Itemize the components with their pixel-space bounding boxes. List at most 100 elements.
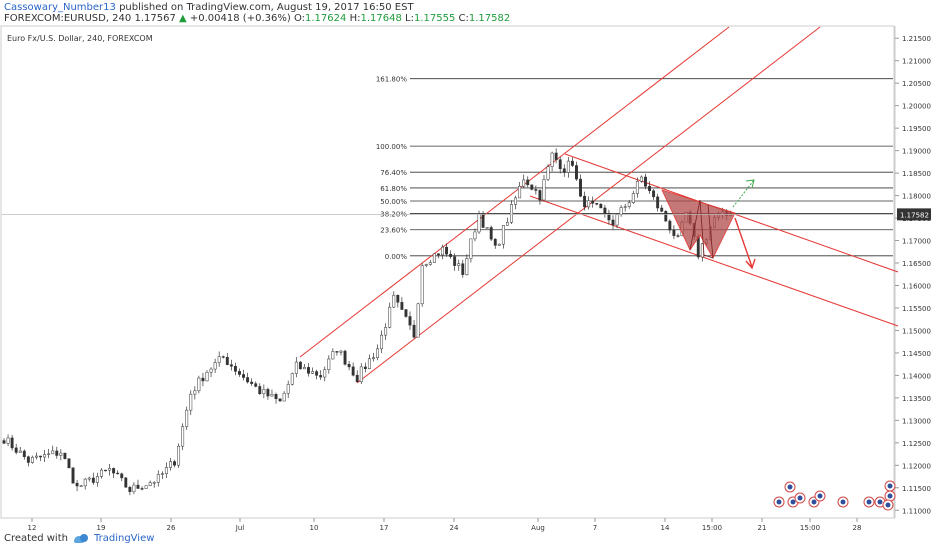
candle-body (262, 389, 266, 395)
price-tick-label: 1.20000 (902, 103, 931, 111)
event-flag-dot-icon (877, 499, 883, 505)
bullish-arrow-line[interactable] (732, 179, 755, 208)
falling-channel-lower[interactable] (529, 195, 899, 327)
candle-body (603, 207, 607, 214)
price-axis[interactable]: 1.21500 1.21000 1.20500 1.20000 1.19500 1.190… (2, 35, 931, 515)
candle-body (644, 176, 647, 187)
publish-text: published on TradingView.com, August 19,… (119, 2, 414, 13)
candle-body (307, 367, 310, 374)
candle-body (546, 166, 550, 180)
candle-body (30, 456, 34, 463)
candle-body (615, 214, 619, 226)
rising-channel-upper[interactable] (299, 26, 730, 358)
candle-body (233, 365, 237, 372)
time-tick-label: 19 (97, 524, 106, 532)
candle-body (55, 450, 59, 456)
author-link[interactable]: Cassowary_Number13 (4, 2, 116, 13)
candle-body (542, 179, 546, 201)
open-label: O: (293, 13, 306, 24)
footer: Created with TradingView (4, 533, 154, 544)
candle-body (412, 324, 416, 338)
time-tick-label: 17 (380, 524, 389, 532)
candle-body (672, 229, 676, 236)
candle-body (465, 258, 469, 275)
pattern-overlay[interactable] (661, 179, 756, 270)
event-flag-dot-icon (817, 493, 823, 499)
candle-body (327, 358, 331, 370)
tradingview-link[interactable]: TradingView (93, 533, 155, 544)
candle-body (664, 211, 668, 222)
candle-body (351, 366, 355, 376)
candle-body (550, 152, 554, 167)
bullish-arrow-head-icon (745, 179, 755, 189)
candle-body (120, 473, 124, 479)
candle-body (359, 366, 363, 383)
candle-body (242, 374, 245, 378)
candle-body (627, 202, 631, 207)
candle-body (530, 184, 534, 190)
fib-level-label: 161.80% (376, 76, 407, 84)
fib-level-label: 100.00% (376, 143, 407, 151)
candle-body (554, 152, 558, 160)
fib-level-label: 76.40% (380, 169, 407, 177)
candle-body (282, 392, 286, 402)
candle-body (607, 212, 611, 221)
candle-body (47, 453, 51, 455)
candle-body (392, 294, 396, 308)
time-axis[interactable]: 12 19 26 Jul 10 17 24 Aug 7 14 15:00 21 15:00 28 (28, 518, 862, 532)
time-tick-label: 21 (758, 524, 767, 532)
price-tick-label: 1.21500 (902, 35, 931, 43)
candle-body (408, 316, 412, 326)
candle-body (164, 467, 168, 474)
candle-body (493, 238, 497, 246)
candle-body (189, 393, 193, 411)
candle-body (376, 348, 379, 359)
price-tick-label: 1.15000 (902, 327, 931, 335)
candle-body (579, 178, 582, 197)
candle-body (258, 386, 262, 395)
price-tick-label: 1.18000 (902, 193, 931, 201)
candle-body (278, 398, 282, 402)
bearish-arrow-line[interactable] (734, 217, 753, 268)
tradingview-logo-icon (73, 534, 88, 543)
candle-body (656, 196, 660, 209)
price-tick-label: 1.19000 (902, 148, 931, 156)
time-tick-label: 24 (450, 524, 459, 532)
candle-body (518, 186, 522, 199)
candle-body (416, 303, 420, 338)
candle-body (87, 477, 91, 480)
candle-body (59, 452, 63, 456)
price-tick-label: 1.16500 (902, 260, 931, 268)
candle-body (99, 469, 103, 477)
candle-body (510, 204, 513, 223)
fib-level-label: 23.60% (380, 227, 407, 235)
candle-body (587, 200, 591, 208)
candle-body (205, 371, 209, 382)
candle-body (404, 309, 408, 317)
close-value: 1.17582 (468, 13, 511, 24)
candle-body (193, 390, 197, 395)
candle-body (441, 246, 444, 256)
candle-body (575, 165, 578, 180)
fib-level-label: 50.00% (380, 198, 407, 206)
candle-body (676, 235, 680, 237)
candle-body (221, 356, 225, 358)
candle-body (71, 467, 75, 484)
economic-events[interactable] (773, 480, 896, 511)
candle-body (274, 394, 278, 400)
candle-body (623, 206, 627, 208)
current-price-label: 1.17582 (900, 211, 929, 219)
time-tick-label: 26 (167, 524, 176, 532)
time-tick-label: Aug (531, 524, 545, 532)
candle-body (485, 227, 489, 229)
price-tick-label: 1.21000 (902, 58, 931, 66)
fibonacci-retracement[interactable]: 161.80%100.00%76.40%61.80%50.00%38.20%23… (376, 76, 893, 261)
change: +0.00418 (+0.36%) (189, 13, 291, 24)
bearish-pattern-shape[interactable] (661, 189, 736, 259)
price-tick-label: 1.12000 (902, 462, 931, 470)
chart-frame (0, 25, 895, 519)
candle-body (420, 265, 424, 305)
candle-body (181, 426, 185, 447)
candle-body (501, 225, 505, 245)
